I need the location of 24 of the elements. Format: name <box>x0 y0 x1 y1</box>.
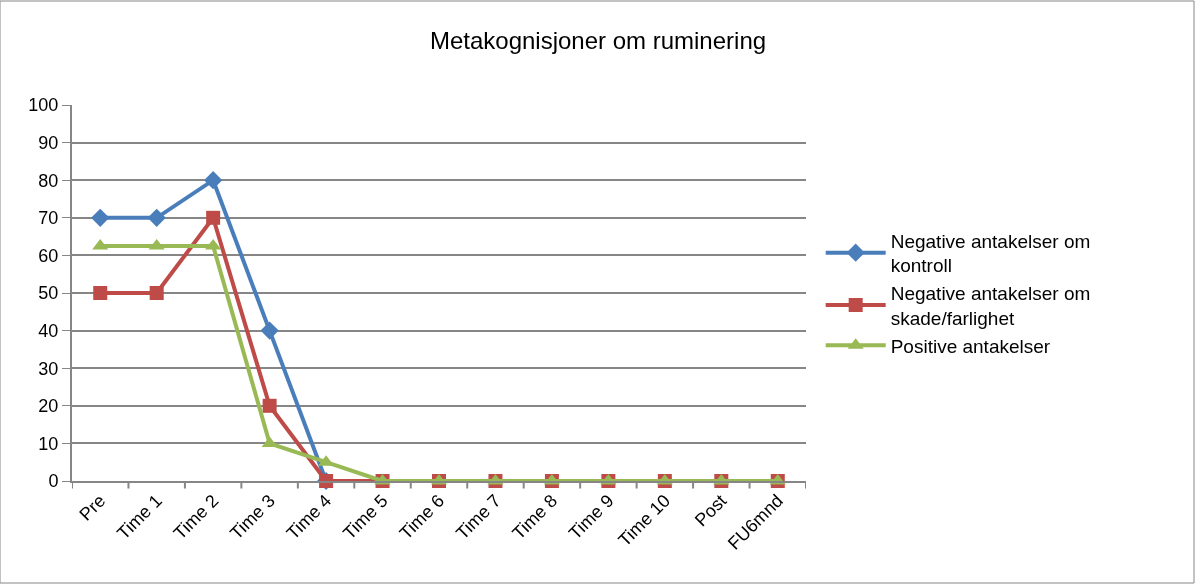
x-tick-label: Time 7 <box>452 490 505 544</box>
y-tick-label: 70 <box>38 208 59 229</box>
chart-title: Metakognisjoner om ruminering <box>429 27 767 55</box>
legend-label: Positive antakelser <box>890 335 1051 357</box>
y-tick-label: 90 <box>38 132 59 153</box>
y-tick-label: 40 <box>38 320 59 341</box>
x-tick-label: Time 1 <box>113 490 166 544</box>
legend-label: Negative antakelser om skade/farlighet <box>890 283 1091 329</box>
x-tick-label: Time 6 <box>395 490 449 544</box>
y-tick-label: 0 <box>48 471 59 492</box>
x-tick-label: Time 3 <box>226 490 279 544</box>
legend-label: Negative antakelser om kontroll <box>890 230 1091 277</box>
y-tick-label: 80 <box>38 170 59 191</box>
x-tick-label: Pre <box>75 490 110 525</box>
x-tick-label: Time 5 <box>339 490 392 544</box>
y-tick-label: 50 <box>38 283 59 304</box>
y-tick-label: 30 <box>38 358 59 379</box>
y-tick-label: 20 <box>38 396 59 417</box>
y-tick-label: 10 <box>38 433 59 454</box>
x-tick-label: Time 8 <box>508 490 562 544</box>
y-tick-label: 100 <box>28 95 59 116</box>
x-tick-label: Time 4 <box>282 490 336 544</box>
x-tick-label: Time 2 <box>169 490 223 544</box>
y-tick-label: 60 <box>38 245 59 266</box>
